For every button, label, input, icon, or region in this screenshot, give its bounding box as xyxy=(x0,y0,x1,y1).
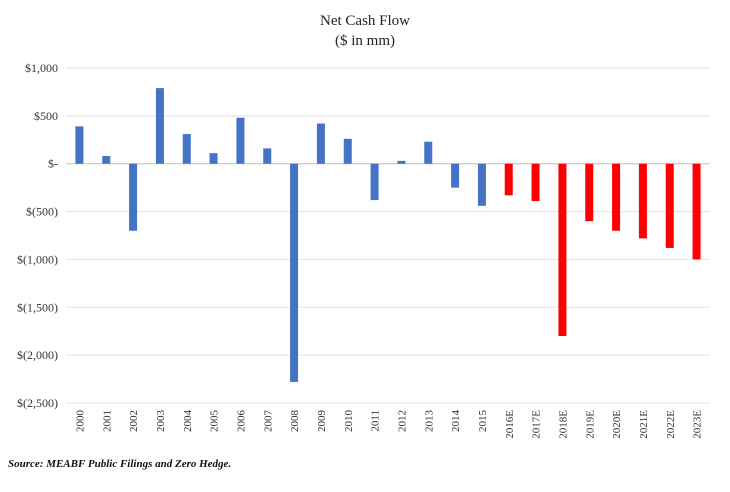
x-tick-label: 2018E xyxy=(557,410,569,439)
x-tick-label: 2004 xyxy=(182,410,194,433)
bars xyxy=(75,88,701,382)
y-tick-label: $- xyxy=(48,157,58,171)
y-tick-label: $(2,000) xyxy=(17,348,58,362)
bar-2009 xyxy=(316,123,325,164)
x-tick-label: 2006 xyxy=(235,410,247,433)
y-tick-label: $(2,500) xyxy=(17,396,58,410)
x-tick-label: 2015 xyxy=(477,410,489,433)
bar-2001 xyxy=(102,156,111,164)
bar-2019E xyxy=(585,163,594,222)
bar-2000 xyxy=(75,126,84,164)
x-tick-label: 2019E xyxy=(584,410,596,439)
x-tick-label: 2000 xyxy=(74,410,86,433)
bar-2002 xyxy=(129,163,138,231)
y-tick-label: $(1,000) xyxy=(17,252,58,266)
bar-2023E xyxy=(692,163,701,260)
x-tick-label: 2013 xyxy=(423,410,435,433)
bar-2010 xyxy=(343,138,352,164)
bar-2021E xyxy=(638,163,647,239)
bar-2011 xyxy=(370,163,379,201)
bar-2020E xyxy=(612,163,621,231)
chart-title: Net Cash Flow xyxy=(320,13,410,29)
source-note: Source: MEABF Public Filings and Zero He… xyxy=(8,458,232,470)
x-tick-label: 2014 xyxy=(450,410,462,433)
bar-2022E xyxy=(665,163,674,248)
bar-2014 xyxy=(451,163,460,188)
x-tick-label: 2020E xyxy=(611,410,623,439)
x-tick-label: 2001 xyxy=(101,410,113,432)
x-tick-label: 2022E xyxy=(665,410,677,439)
x-axis: 2000 2001 2002 2003 2004 2005 2006 2007 2008 2009… xyxy=(74,410,703,439)
bar-2013 xyxy=(424,141,433,164)
bar-2016E xyxy=(504,163,513,196)
bar-2003 xyxy=(155,88,164,164)
x-tick-label: 2010 xyxy=(343,410,355,433)
bar-2005 xyxy=(209,153,218,164)
bar-2017E xyxy=(531,163,540,202)
x-tick-label: 2007 xyxy=(262,410,274,433)
x-tick-label: 2008 xyxy=(289,410,301,433)
y-tick-label: $500 xyxy=(34,109,58,123)
bar-2006 xyxy=(236,117,245,164)
bar-2007 xyxy=(263,148,272,164)
chart-subtitle: ($ in mm) xyxy=(335,33,395,49)
y-axis: $1,000 $500 $- $(500) $(1,000) $(1,500) $(2,00… xyxy=(17,61,58,410)
x-tick-label: 2003 xyxy=(155,410,167,433)
x-tick-label: 2012 xyxy=(396,410,408,432)
x-tick-label: 2021E xyxy=(638,410,650,439)
x-tick-label: 2023E xyxy=(692,410,704,439)
y-tick-label: $(1,500) xyxy=(17,300,58,314)
x-tick-label: 2017E xyxy=(531,410,543,439)
x-tick-label: 2011 xyxy=(370,410,382,432)
bar-2018E xyxy=(558,163,567,336)
bar-2012 xyxy=(397,160,406,164)
x-tick-label: 2016E xyxy=(504,410,516,439)
y-tick-label: $1,000 xyxy=(25,61,58,75)
gridlines xyxy=(66,67,710,404)
bar-2015 xyxy=(477,163,486,206)
x-tick-label: 2005 xyxy=(209,410,221,433)
x-tick-label: 2009 xyxy=(316,410,328,433)
x-tick-label: 2002 xyxy=(128,410,140,432)
y-tick-label: $(500) xyxy=(26,205,58,219)
bar-2008 xyxy=(290,163,299,382)
bar-2004 xyxy=(182,134,191,164)
